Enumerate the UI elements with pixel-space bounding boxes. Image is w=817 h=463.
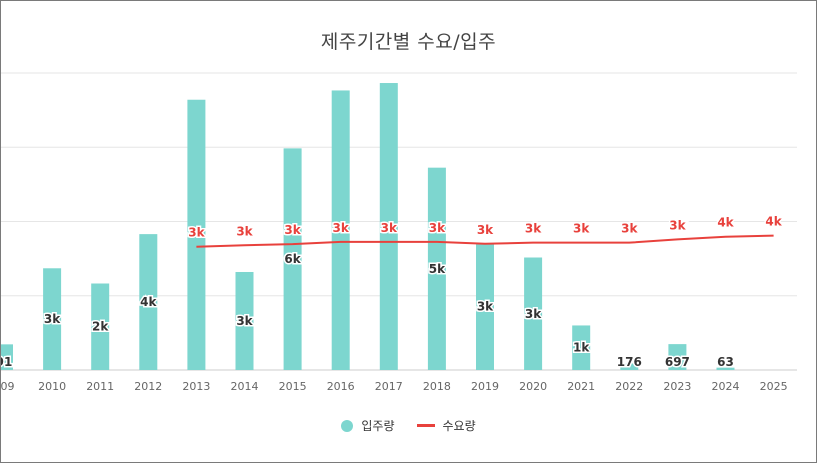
bar [331, 90, 350, 370]
bar-data-label: 3k [236, 314, 253, 328]
bar [524, 257, 543, 370]
bar [427, 167, 446, 370]
chart-title: 제주기간별 수요/입주 [320, 31, 497, 53]
bar-data-label: 3k [525, 307, 542, 321]
line-data-label: 3k [188, 226, 205, 240]
legend-item-move-in[interactable]: 입주량 [341, 417, 395, 434]
x-tick-label: 2021 [567, 380, 595, 393]
x-tick-label: 2020 [519, 380, 547, 393]
bar [476, 243, 494, 370]
bar [187, 99, 206, 370]
line-data-label: 3k [381, 221, 398, 235]
bar-data-label: 2k [92, 320, 109, 334]
line-data-label: 3k [669, 218, 686, 232]
line-data-label: 4k [717, 216, 734, 230]
line-data-label: 3k [525, 222, 542, 236]
bar-data-label: 3k [477, 300, 494, 314]
bar [283, 148, 302, 370]
legend-item-demand[interactable]: 수요량 [416, 417, 476, 434]
line-data-label: 3k [284, 223, 301, 237]
bar [139, 234, 158, 370]
x-tick-label: 2013 [182, 380, 210, 393]
x-tick-label: 2011 [86, 380, 114, 393]
bar-data-label: 6k [284, 252, 301, 266]
bar-data-label: 3k [44, 312, 61, 326]
x-tick-label: 2014 [231, 380, 259, 393]
line-data-label: 3k [236, 224, 253, 238]
bar [379, 83, 398, 371]
bar-data-label: 5k [429, 262, 446, 276]
bar-data-label: 697 [665, 355, 690, 369]
line-data-label: 3k [573, 222, 590, 236]
line-data-label: 3k [621, 222, 638, 236]
bar [668, 344, 687, 370]
bar-data-label: 91 [1, 355, 12, 369]
bar [716, 367, 735, 370]
demand-line [196, 234, 774, 248]
x-tick-label: 2024 [712, 380, 740, 393]
bar [43, 268, 62, 370]
bar-data-label: 1k [573, 341, 590, 355]
x-tick-label: 2010 [38, 380, 66, 393]
bar [572, 325, 591, 370]
x-tick-label: 2023 [663, 380, 691, 393]
x-tick-label: 2017 [375, 380, 403, 393]
line-data-label: 3k [477, 223, 494, 237]
legend-line-swatch-icon [416, 424, 435, 427]
bar-data-label: 176 [617, 355, 642, 369]
x-tick-label: 2022 [615, 380, 643, 393]
bar [1, 344, 13, 370]
legend-label-move-in: 입주량 [361, 419, 395, 433]
line-data-label: 3k [333, 221, 350, 235]
bar [91, 283, 110, 370]
x-tick-label: 2016 [327, 380, 355, 393]
line-data-label: 4k [765, 215, 782, 229]
legend-label-demand: 수요량 [442, 419, 476, 433]
bar [235, 271, 254, 370]
x-tick-label: 009 [1, 380, 15, 393]
bar [620, 363, 639, 370]
legend-bar-swatch-icon [341, 419, 354, 432]
bar-data-label: 63 [717, 355, 734, 369]
x-tick-label: 2019 [471, 380, 499, 393]
x-tick-label: 2012 [134, 380, 162, 393]
bar-data-label: 4k [140, 295, 157, 309]
x-tick-label: 2025 [760, 380, 788, 393]
line-data-label: 3k [429, 221, 446, 235]
chart-legend: 입주량 수요량 [1, 417, 816, 434]
x-tick-label: 2018 [423, 380, 451, 393]
x-tick-label: 2015 [279, 380, 307, 393]
